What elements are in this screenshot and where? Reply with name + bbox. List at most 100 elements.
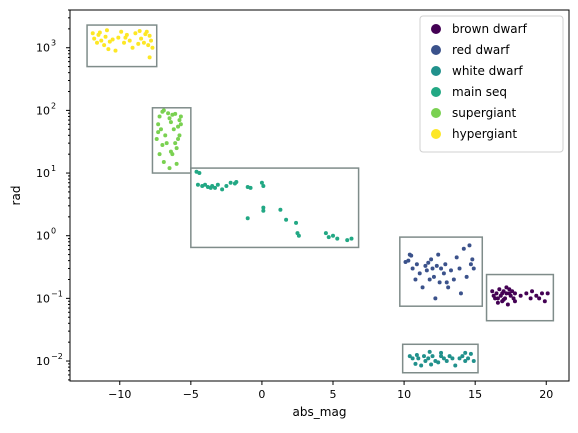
cluster-box xyxy=(401,343,479,374)
data-point xyxy=(466,356,471,361)
data-point xyxy=(420,285,425,290)
data-point xyxy=(167,116,172,121)
data-point xyxy=(177,118,182,123)
data-point xyxy=(92,36,97,41)
data-point xyxy=(537,296,542,301)
data-point xyxy=(429,362,434,367)
data-point xyxy=(171,127,176,132)
data-point xyxy=(507,287,512,292)
data-point xyxy=(197,171,202,176)
legend-label: main seq xyxy=(452,85,507,99)
data-point xyxy=(512,299,517,304)
data-point xyxy=(427,349,432,354)
cluster-box xyxy=(399,236,484,307)
legend-frame xyxy=(419,15,564,153)
data-point xyxy=(539,291,544,296)
data-point xyxy=(426,356,431,361)
data-point xyxy=(468,262,473,267)
data-point xyxy=(471,359,476,364)
y-tick-label: 10 xyxy=(36,230,50,243)
data-point xyxy=(457,356,462,361)
data-point xyxy=(284,217,289,222)
data-point xyxy=(413,361,418,366)
x-tick-label: 5 xyxy=(330,388,337,401)
data-point xyxy=(149,38,154,43)
y-axis-label: rad xyxy=(9,186,23,206)
data-point xyxy=(161,160,166,165)
legend-marker xyxy=(431,129,441,139)
data-point xyxy=(331,233,336,238)
y-tick-exponent: −1 xyxy=(51,289,63,298)
data-point xyxy=(417,271,422,276)
y-tick-exponent: 3 xyxy=(51,39,56,48)
data-point xyxy=(150,45,155,50)
data-point xyxy=(463,350,468,355)
data-point xyxy=(467,243,472,248)
data-point xyxy=(446,285,451,290)
data-point xyxy=(495,300,500,305)
legend-marker xyxy=(431,87,441,97)
data-point xyxy=(463,359,468,364)
data-point xyxy=(123,35,128,40)
data-point xyxy=(133,31,138,36)
data-point xyxy=(410,356,415,361)
data-point xyxy=(102,43,107,48)
data-point xyxy=(414,352,419,357)
x-axis-ticks: −10 −5 0 5 10 15 20 xyxy=(108,381,553,401)
data-point xyxy=(494,291,499,296)
data-point xyxy=(504,285,509,290)
data-point xyxy=(534,293,539,298)
data-point xyxy=(224,184,229,189)
data-point xyxy=(470,257,475,262)
data-point xyxy=(497,287,502,292)
data-point xyxy=(141,40,146,45)
legend-marker xyxy=(431,45,441,55)
data-point xyxy=(447,354,452,359)
legend-label: hypergiant xyxy=(452,127,517,141)
data-point xyxy=(215,182,220,187)
data-point xyxy=(542,299,547,304)
data-point xyxy=(157,114,162,119)
y-tick-label: 10 xyxy=(36,292,50,305)
x-tick-label: 20 xyxy=(539,388,553,401)
data-point xyxy=(501,297,506,302)
data-point xyxy=(419,363,424,368)
data-point xyxy=(146,43,151,48)
data-point xyxy=(166,111,171,116)
x-tick-label: −5 xyxy=(183,388,199,401)
data-point xyxy=(278,207,283,212)
data-point xyxy=(495,296,500,301)
data-point xyxy=(139,36,144,41)
data-point xyxy=(294,220,299,225)
data-point xyxy=(528,296,533,301)
data-point xyxy=(110,37,115,42)
data-point xyxy=(178,122,183,127)
data-point xyxy=(500,291,505,296)
data-point xyxy=(168,149,173,154)
data-point xyxy=(119,29,124,34)
data-point xyxy=(431,274,436,279)
data-point xyxy=(530,289,535,294)
data-point xyxy=(90,31,95,36)
plot-frame xyxy=(69,9,570,382)
data-point xyxy=(99,38,104,43)
data-point xyxy=(173,141,178,146)
data-point xyxy=(106,47,111,52)
data-point xyxy=(163,133,168,138)
data-point xyxy=(167,166,172,171)
data-point xyxy=(414,262,419,267)
data-point xyxy=(143,32,148,37)
data-point xyxy=(504,291,509,296)
data-point xyxy=(461,246,466,251)
data-point xyxy=(505,302,510,307)
data-point xyxy=(173,111,178,116)
cluster-box xyxy=(151,107,192,174)
data-point xyxy=(507,291,512,296)
data-point xyxy=(147,55,152,60)
data-point xyxy=(203,182,208,187)
data-point xyxy=(176,136,181,141)
data-point xyxy=(457,266,462,271)
data-point xyxy=(104,28,109,33)
data-point xyxy=(512,291,517,296)
